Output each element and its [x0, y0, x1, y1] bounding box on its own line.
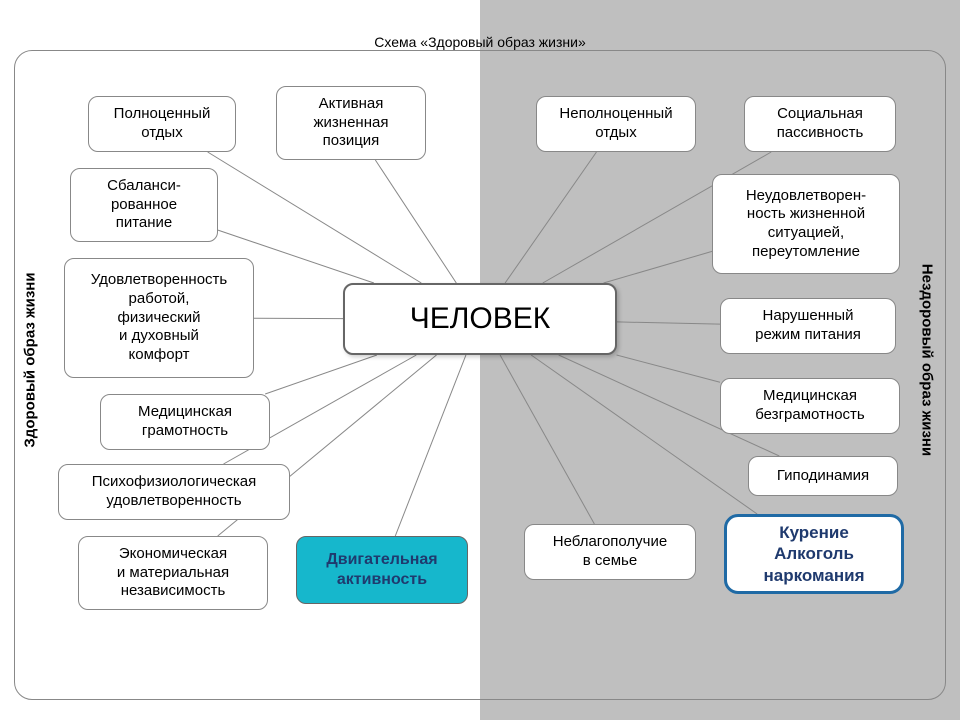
diagram-canvas: Схема «Здоровый образ жизни» Здоровый об…	[0, 0, 960, 720]
node-right-3: Нарушенный режим питания	[720, 298, 896, 354]
node-left-3: Удовлетворенность работой, физический и …	[64, 258, 254, 378]
node-left-1: Активная жизненная позиция	[276, 86, 426, 160]
node-left-4: Медицинская грамотность	[100, 394, 270, 450]
node-right-0: Неполноценный отдых	[536, 96, 696, 152]
node-right-6: Неблагополучие в семье	[524, 524, 696, 580]
node-right-5: Гиподинамия	[748, 456, 898, 496]
node-right-4: Медицинская безграмотность	[720, 378, 900, 434]
node-left-5: Психофизиологическая удовлетворенность	[58, 464, 290, 520]
node-right-2: Неудовлетворен- ность жизненной ситуацие…	[712, 174, 900, 274]
node-left-2: Сбаланси- рованное питание	[70, 168, 218, 242]
node-right-1: Социальная пассивность	[744, 96, 896, 152]
side-label-right: Нездоровый образ жизни	[919, 264, 936, 456]
node-left-0: Полноценный отдых	[88, 96, 236, 152]
side-label-left: Здоровый образ жизни	[22, 272, 39, 447]
node-left-6: Экономическая и материальная независимос…	[78, 536, 268, 610]
diagram-title: Схема «Здоровый образ жизни»	[0, 34, 960, 50]
center-node: ЧЕЛОВЕК	[343, 283, 617, 355]
node-left-7: Двигательная активность	[296, 536, 468, 604]
node-right-7: Курение Алкоголь наркомания	[724, 514, 904, 594]
